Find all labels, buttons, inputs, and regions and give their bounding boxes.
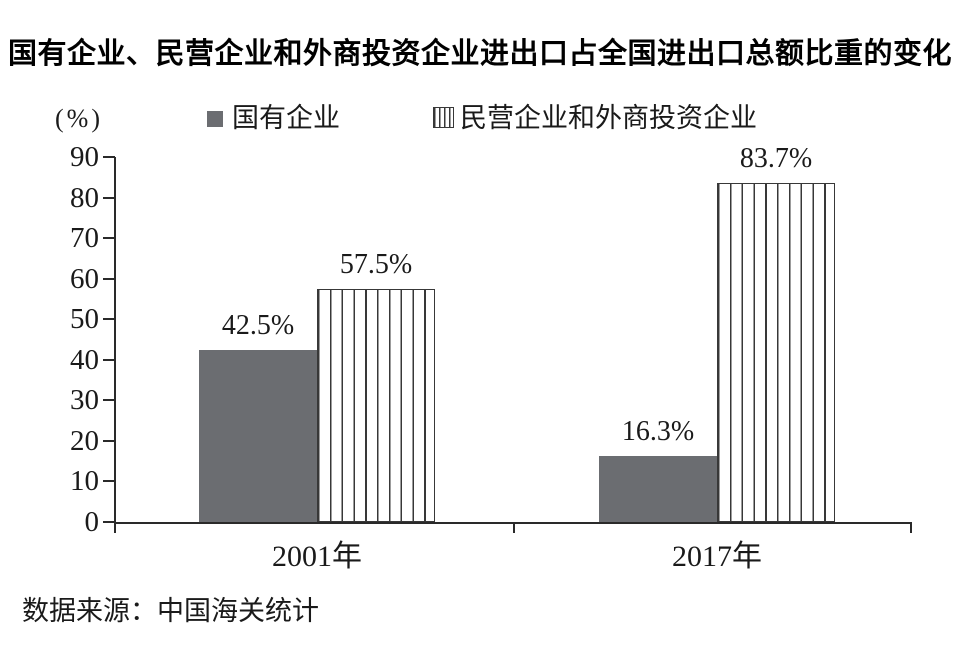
y-axis-tick bbox=[103, 156, 115, 158]
y-axis-tick-label: 40 bbox=[70, 343, 99, 376]
x-axis-line bbox=[114, 522, 912, 524]
y-axis-tick-label: 10 bbox=[70, 465, 99, 498]
bar-2001-private-foreign bbox=[317, 288, 435, 522]
y-axis-tick bbox=[103, 358, 115, 361]
y-axis-tick bbox=[103, 399, 115, 402]
y-axis-tick bbox=[103, 196, 115, 199]
y-axis-tick bbox=[103, 480, 115, 483]
value-label-2017-private-foreign: 83.7% bbox=[739, 142, 813, 174]
y-axis-tick bbox=[103, 277, 115, 280]
y-axis-tick-label: 30 bbox=[70, 384, 99, 417]
y-axis-unit-label: (%) bbox=[55, 104, 103, 133]
value-label-2017-state-owned: 16.3% bbox=[621, 415, 695, 447]
source-note: 数据来源：中国海关统计 bbox=[22, 596, 319, 626]
legend-label-private-foreign: 民营企业和外商投资企业 bbox=[460, 103, 757, 133]
category-label-2017: 2017年 bbox=[672, 540, 762, 573]
y-axis-tick-label: 90 bbox=[70, 141, 99, 173]
y-axis-tick bbox=[103, 237, 115, 240]
x-axis-tick-mid bbox=[513, 524, 515, 533]
y-axis-tick-label: 80 bbox=[70, 181, 99, 214]
y-axis-tick-label: 60 bbox=[70, 262, 99, 295]
value-label-2001-private-foreign: 57.5% bbox=[339, 248, 413, 280]
y-axis-tick bbox=[103, 318, 115, 321]
bar-2017-private-foreign bbox=[717, 182, 835, 522]
y-axis-line bbox=[114, 157, 116, 533]
legend-swatch-state-owned bbox=[207, 111, 223, 127]
category-label-2001: 2001年 bbox=[272, 540, 362, 573]
y-axis-tick bbox=[103, 521, 115, 523]
y-axis-tick-label: 0 bbox=[84, 506, 100, 538]
chart-title: 国有企业、民营企业和外商投资企业进出口占全国进出口总额比重的变化 bbox=[7, 38, 952, 70]
plot-area: 0 10 20 30 40 50 60 70 80 90 42.5% 57.5% 2001年 16.3% 8… bbox=[70, 141, 912, 573]
y-axis-tick-label: 20 bbox=[70, 424, 99, 457]
x-axis-tick-end bbox=[910, 524, 912, 533]
bar-2001-state-owned bbox=[199, 349, 317, 522]
y-axis-tick bbox=[103, 439, 115, 442]
legend-swatch-private-foreign bbox=[433, 107, 454, 128]
bar-2017-state-owned bbox=[599, 455, 717, 522]
y-axis-tick-label: 50 bbox=[70, 303, 99, 336]
y-axis-tick-label: 70 bbox=[70, 222, 99, 255]
legend-label-state-owned: 国有企业 bbox=[232, 103, 340, 133]
value-label-2001-state-owned: 42.5% bbox=[221, 309, 295, 341]
